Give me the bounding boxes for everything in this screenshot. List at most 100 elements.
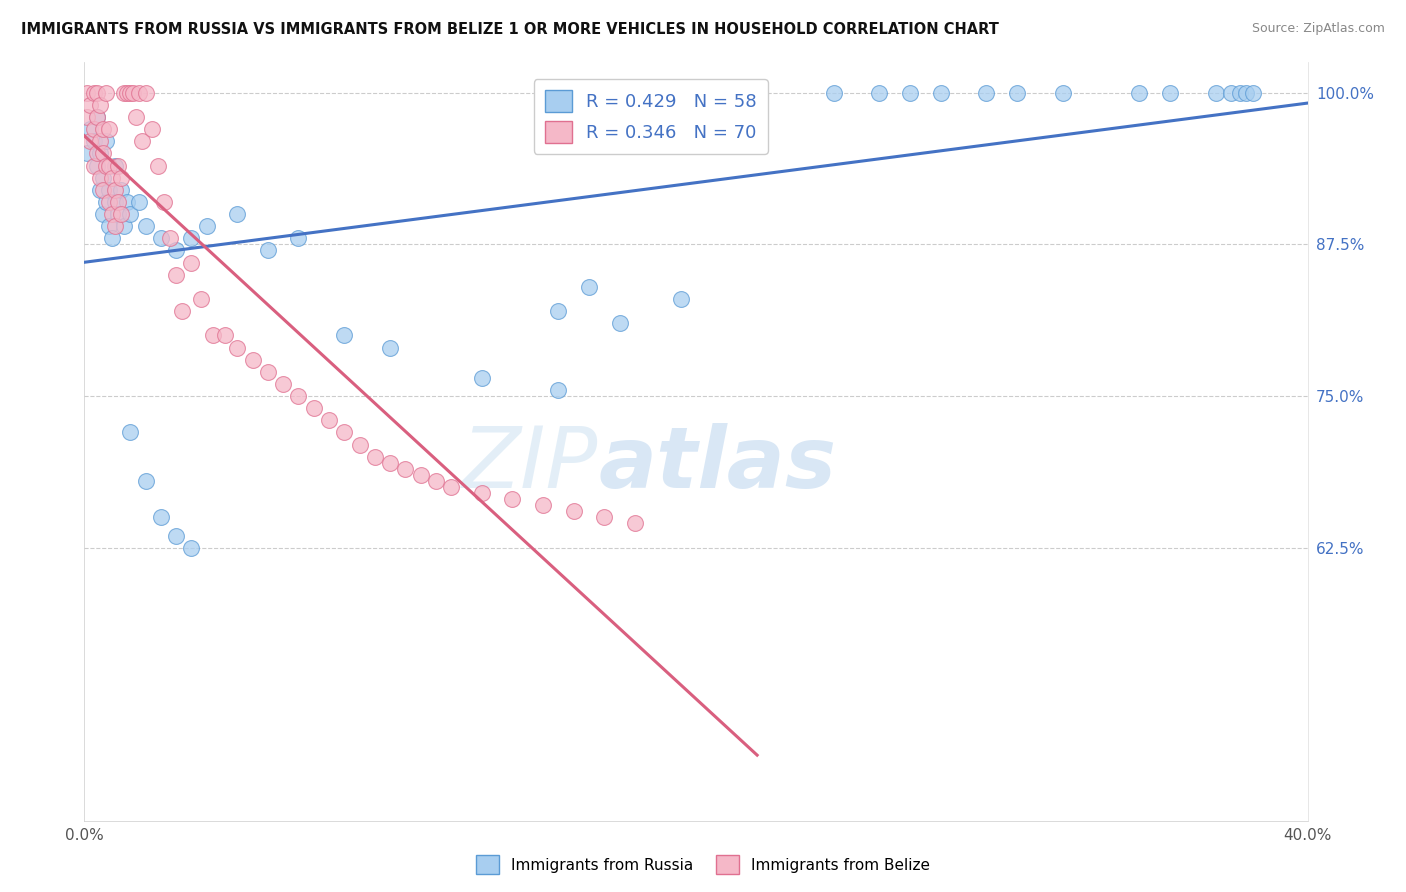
- Point: [86, 146, 108, 161]
- Point: [409, 467, 432, 482]
- Point: [242, 352, 264, 367]
- Point: [86, 110, 108, 124]
- Point: [257, 365, 280, 379]
- Point: [149, 510, 172, 524]
- Point: [79, 134, 101, 148]
- Point: [104, 194, 127, 209]
- Point: [128, 194, 150, 209]
- Point: [101, 170, 124, 185]
- Point: [120, 425, 142, 440]
- Point: [86, 159, 108, 173]
- Point: [1128, 86, 1150, 100]
- Point: [135, 474, 157, 488]
- Point: [94, 134, 117, 148]
- Point: [593, 510, 616, 524]
- Point: [271, 376, 294, 391]
- Point: [89, 183, 111, 197]
- Point: [110, 207, 132, 221]
- Point: [91, 122, 114, 136]
- Point: [153, 194, 176, 209]
- Point: [976, 86, 998, 100]
- Point: [287, 389, 309, 403]
- Point: [302, 401, 325, 416]
- Point: [547, 304, 569, 318]
- Point: [165, 244, 187, 258]
- Point: [107, 207, 129, 221]
- Point: [83, 86, 105, 100]
- Point: [380, 456, 402, 470]
- Point: [146, 159, 169, 173]
- Point: [83, 159, 105, 173]
- Point: [97, 159, 120, 173]
- Point: [1236, 86, 1258, 100]
- Point: [257, 244, 280, 258]
- Point: [578, 280, 600, 294]
- Point: [869, 86, 891, 100]
- Point: [89, 98, 111, 112]
- Point: [440, 480, 463, 494]
- Point: [91, 146, 114, 161]
- Point: [172, 304, 194, 318]
- Point: [159, 231, 181, 245]
- Point: [104, 219, 127, 234]
- Point: [83, 122, 105, 136]
- Point: [101, 207, 124, 221]
- Point: [624, 516, 647, 531]
- Point: [110, 170, 132, 185]
- Point: [91, 170, 114, 185]
- Point: [94, 194, 117, 209]
- Point: [97, 122, 120, 136]
- Point: [201, 328, 224, 343]
- Point: [149, 231, 172, 245]
- Point: [226, 341, 249, 355]
- Point: [76, 110, 98, 124]
- Point: [214, 328, 236, 343]
- Point: [547, 383, 569, 397]
- Point: [349, 437, 371, 451]
- Point: [1220, 86, 1243, 100]
- Point: [101, 231, 124, 245]
- Point: [1159, 86, 1181, 100]
- Point: [131, 134, 153, 148]
- Point: [190, 292, 212, 306]
- Point: [1052, 86, 1074, 100]
- Point: [107, 159, 129, 173]
- Text: atlas: atlas: [598, 423, 837, 506]
- Point: [107, 194, 129, 209]
- Point: [125, 110, 148, 124]
- Point: [89, 146, 111, 161]
- Legend: R = 0.429   N = 58, R = 0.346   N = 70: R = 0.429 N = 58, R = 0.346 N = 70: [534, 79, 768, 153]
- Point: [128, 86, 150, 100]
- Point: [104, 183, 127, 197]
- Point: [562, 504, 585, 518]
- Point: [91, 183, 114, 197]
- Point: [333, 328, 356, 343]
- Point: [112, 86, 135, 100]
- Point: [333, 425, 356, 440]
- Point: [195, 219, 218, 234]
- Point: [471, 371, 494, 385]
- Point: [669, 292, 692, 306]
- Point: [165, 528, 187, 542]
- Point: [83, 134, 105, 148]
- Point: [1241, 86, 1264, 100]
- Point: [531, 498, 554, 512]
- Point: [76, 86, 98, 100]
- Point: [1005, 86, 1028, 100]
- Point: [120, 86, 142, 100]
- Point: [86, 86, 108, 100]
- Text: ZIP: ZIP: [461, 423, 598, 506]
- Point: [141, 122, 163, 136]
- Point: [97, 194, 120, 209]
- Point: [104, 159, 127, 173]
- Text: Source: ZipAtlas.com: Source: ZipAtlas.com: [1251, 22, 1385, 36]
- Point: [79, 98, 101, 112]
- Point: [79, 122, 101, 136]
- Point: [135, 219, 157, 234]
- Point: [97, 183, 120, 197]
- Point: [823, 86, 845, 100]
- Point: [115, 194, 138, 209]
- Point: [165, 268, 187, 282]
- Point: [86, 110, 108, 124]
- Point: [91, 207, 114, 221]
